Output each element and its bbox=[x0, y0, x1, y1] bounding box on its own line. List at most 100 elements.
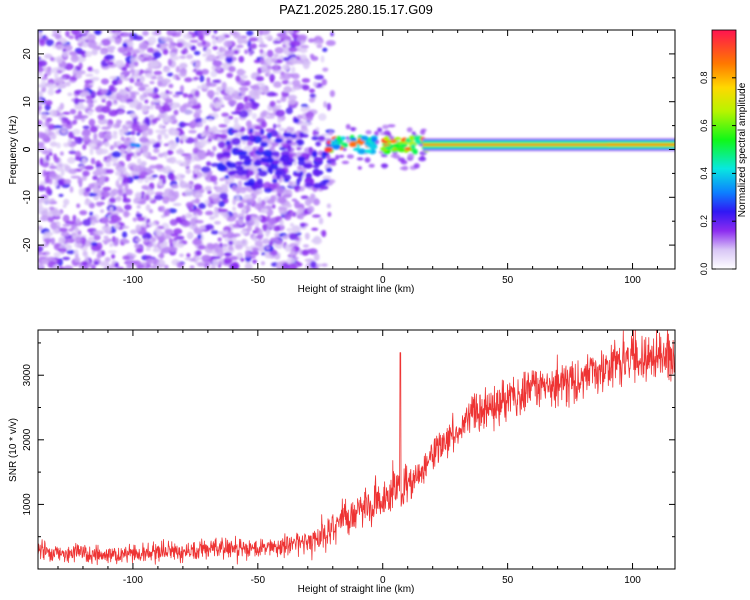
spectrogram-cell bbox=[64, 165, 70, 171]
spectrogram-cell bbox=[180, 122, 191, 126]
spectrogram-cell bbox=[63, 198, 70, 206]
spectrogram-cell bbox=[380, 153, 388, 158]
spectrogram-cell bbox=[129, 69, 136, 74]
spectrogram-cell bbox=[217, 237, 222, 242]
spectrogram-cell bbox=[318, 135, 326, 141]
spectrogram-cell bbox=[141, 131, 148, 138]
spectrogram-cell bbox=[397, 157, 405, 162]
spectrogram-cell bbox=[326, 203, 332, 209]
spectrogram-cell bbox=[309, 88, 315, 94]
spectrogram-cell bbox=[83, 191, 90, 197]
spectrogram-cell bbox=[201, 117, 207, 124]
spectrogram-cell bbox=[84, 79, 94, 84]
spectrogram-cell bbox=[146, 189, 155, 196]
spectrogram-cell bbox=[76, 50, 86, 55]
spectrogram-cell bbox=[241, 169, 249, 175]
spectrogram-cell bbox=[53, 179, 59, 187]
spectrogram-cell bbox=[241, 155, 251, 160]
spectrogram-cell bbox=[38, 202, 43, 208]
spectrogram-cell bbox=[45, 39, 55, 47]
spectrogram-cell bbox=[100, 209, 105, 214]
spectrogram-cell bbox=[197, 234, 202, 240]
spectrogram-cell bbox=[39, 157, 44, 166]
spectrogram-cell bbox=[74, 156, 81, 161]
spectrogram-cell bbox=[240, 257, 245, 262]
snr-frame bbox=[37, 329, 676, 570]
spectrogram-cell bbox=[245, 252, 252, 258]
spectrogram-cell bbox=[210, 193, 219, 199]
spectrogram-heatmap bbox=[38, 30, 675, 269]
spectrogram-cell bbox=[65, 81, 71, 87]
y-tick-label: 10 bbox=[22, 96, 33, 108]
spectrogram-cell bbox=[311, 136, 320, 141]
spectrogram-cell bbox=[158, 237, 166, 241]
spectrogram-cell bbox=[125, 137, 131, 141]
spectrogram-cell bbox=[129, 63, 136, 70]
spectrogram-cell bbox=[119, 148, 125, 153]
spectrogram-cell bbox=[240, 229, 248, 235]
spectrogram-cell bbox=[168, 246, 178, 252]
spectrogram-cell bbox=[198, 225, 208, 230]
spectrogram-cell bbox=[196, 149, 207, 158]
colorbar-ticks: 0.0 0.2 0.4 0.6 0.8 bbox=[699, 29, 737, 275]
spectrogram-cell bbox=[294, 200, 301, 209]
spectrogram-cell bbox=[304, 182, 314, 188]
spectrogram-cell bbox=[134, 191, 142, 199]
spectrogram-cell bbox=[116, 140, 122, 146]
x-tick-label: -50 bbox=[251, 575, 266, 586]
spectrogram-cell bbox=[137, 56, 145, 61]
spectrogram-cell bbox=[41, 122, 46, 128]
spectrogram-cell bbox=[265, 57, 272, 64]
spectrogram-cell bbox=[157, 153, 164, 158]
spectrogram-cell bbox=[58, 193, 64, 197]
spectrogram-cell bbox=[139, 69, 144, 75]
spectrogram-cell bbox=[234, 244, 243, 250]
spectrogram-cell bbox=[117, 189, 123, 194]
spectrogram-cell bbox=[42, 169, 47, 178]
spectrogram-cell bbox=[111, 216, 122, 223]
spectrogram-cell bbox=[200, 166, 211, 173]
spectrogram-cell bbox=[41, 113, 48, 120]
spectrogram-cell bbox=[293, 256, 299, 260]
spectrogram-cell bbox=[243, 38, 248, 45]
spectrogram-cell bbox=[238, 110, 249, 118]
spectrogram-cell bbox=[117, 176, 124, 181]
spectrogram-cell bbox=[274, 232, 281, 238]
spectrogram-cell bbox=[399, 166, 408, 171]
spectrogram-cell bbox=[266, 132, 272, 140]
spectrogram-cell bbox=[310, 261, 317, 269]
spectrogram-cell bbox=[215, 65, 222, 71]
spectrogram-cell bbox=[136, 78, 141, 82]
spectrogram-cell bbox=[183, 42, 193, 49]
spectrogram-cell bbox=[245, 214, 252, 222]
spectrogram-cell bbox=[184, 188, 194, 197]
spectrogram-cell bbox=[273, 40, 282, 44]
spectrogram-cell bbox=[258, 228, 263, 237]
spectrogram-cell bbox=[307, 196, 315, 204]
spectrogram-cell bbox=[41, 197, 51, 204]
spectrogram-cell bbox=[236, 151, 245, 156]
spectrogram-cell bbox=[38, 56, 42, 60]
spectrogram-cell bbox=[389, 139, 397, 144]
spectrogram-cell bbox=[295, 237, 300, 241]
spectrogram-cell bbox=[189, 39, 199, 43]
spectrogram-cell bbox=[233, 49, 239, 55]
spectrogram-cell bbox=[81, 261, 88, 266]
spectrogram-cell bbox=[64, 179, 72, 185]
spectrogram-cell bbox=[291, 247, 296, 252]
spectrogram-cell bbox=[330, 161, 337, 166]
spectrogram-cell bbox=[38, 67, 44, 73]
spectrogram-cell bbox=[219, 192, 228, 200]
spectrogram-cell bbox=[49, 141, 58, 147]
spectrogram-cell bbox=[163, 143, 170, 147]
spectrogram-cell bbox=[109, 206, 114, 213]
spectrogram-cell bbox=[330, 32, 334, 37]
spectrogram-cell bbox=[311, 227, 319, 231]
spectrogram-cell bbox=[272, 123, 277, 129]
spectrogram-cell bbox=[185, 212, 192, 219]
spectrogram-cell bbox=[263, 187, 273, 193]
spectrogram-cell bbox=[184, 257, 193, 261]
spectrogram-cell bbox=[255, 159, 262, 165]
spectrogram-cell bbox=[206, 161, 212, 167]
spectrogram-cell bbox=[192, 238, 203, 246]
